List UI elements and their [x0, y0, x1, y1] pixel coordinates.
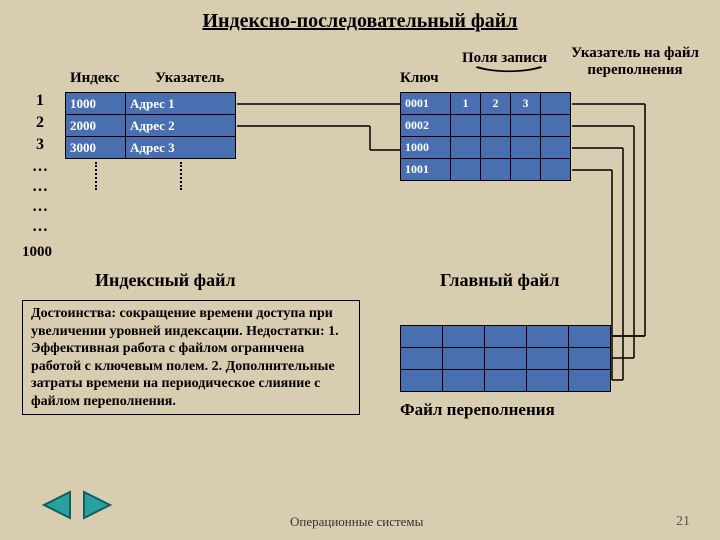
- table-row: 3000Адрес 3: [66, 137, 236, 159]
- notes-box: Достоинства: сокращение времени доступа …: [22, 300, 360, 415]
- header-overflow-pointer: Указатель на файл переполнения: [560, 45, 710, 78]
- brace-icon: ︶: [474, 60, 544, 92]
- row-id: 1: [30, 92, 50, 110]
- label-overflow-file: Файл переполнения: [400, 400, 555, 420]
- table-row: [401, 348, 611, 370]
- footer-text: Операционные системы: [290, 514, 423, 530]
- row-id: …: [30, 178, 50, 196]
- table-row: 2000Адрес 2: [66, 115, 236, 137]
- table-row: 1000: [401, 137, 571, 159]
- page-title: Индексно-последовательный файл: [0, 10, 720, 33]
- row-id: 3: [30, 136, 50, 154]
- label-index-file: Индексный файл: [95, 270, 236, 291]
- prev-button[interactable]: [40, 490, 74, 520]
- table-row: 0002: [401, 115, 571, 137]
- page-number: 21: [676, 514, 690, 530]
- next-button[interactable]: [80, 490, 114, 520]
- overflow-table: [400, 325, 611, 392]
- row-id-last: 1000: [22, 244, 52, 261]
- dots-icon: [95, 162, 97, 190]
- row-id: 2: [30, 114, 50, 132]
- row-id: …: [30, 218, 50, 236]
- row-id: …: [30, 158, 50, 176]
- table-row: 1001: [401, 159, 571, 181]
- table-row: [401, 370, 611, 392]
- main-table: 0001 1 2 3 0002 1000 1001: [400, 92, 571, 181]
- label-main-file: Главный файл: [440, 270, 559, 291]
- header-index: Индекс: [70, 70, 119, 87]
- header-key: Ключ: [400, 70, 439, 87]
- dots-icon: [180, 162, 182, 190]
- header-pointer: Указатель: [155, 70, 224, 87]
- table-row: 0001 1 2 3: [401, 93, 571, 115]
- row-id: …: [30, 198, 50, 216]
- table-row: 1000Адрес 1: [66, 93, 236, 115]
- index-table: 1000Адрес 1 2000Адрес 2 3000Адрес 3: [65, 92, 236, 159]
- table-row: [401, 326, 611, 348]
